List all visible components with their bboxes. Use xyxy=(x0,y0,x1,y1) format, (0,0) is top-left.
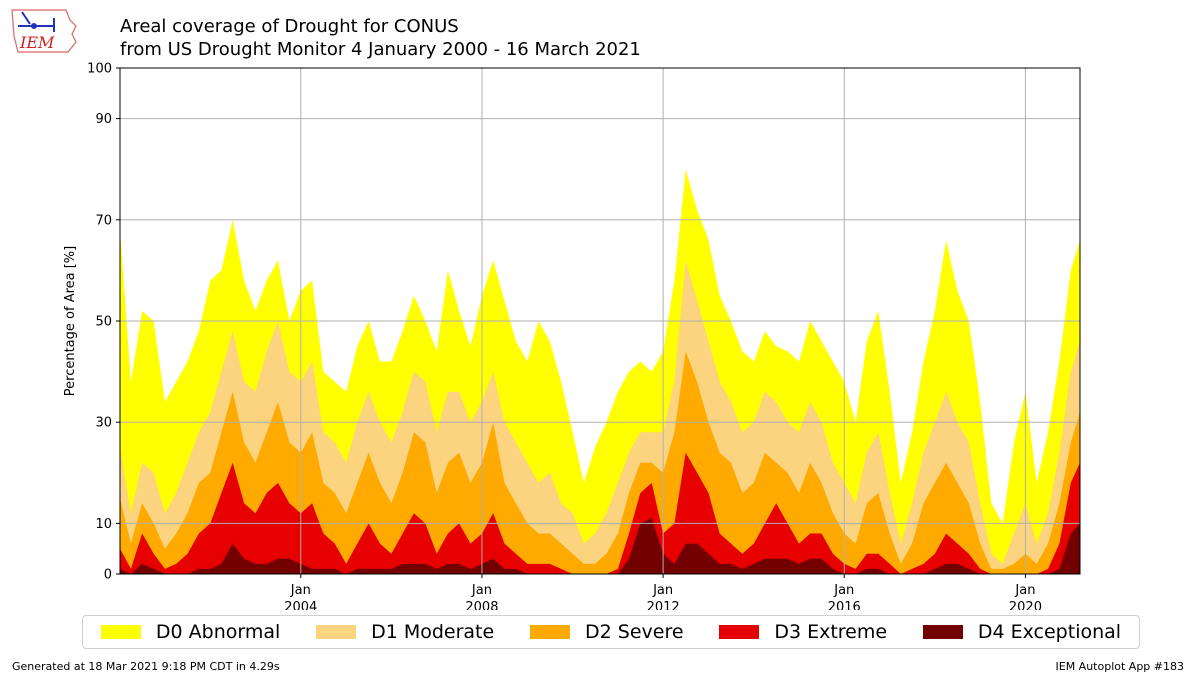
y-tick-label: 100 xyxy=(87,62,112,77)
y-tick-label: 50 xyxy=(95,315,112,330)
legend: D0 Abnormal D1 Moderate D2 Severe D3 Extrem… xyxy=(82,615,1140,649)
x-tick-month: Jan xyxy=(1014,583,1035,598)
legend-item: D3 Extreme xyxy=(719,621,887,643)
x-tick-year: 2004 xyxy=(284,600,317,610)
chart-title: Areal coverage of Drought for CONUS xyxy=(120,16,459,37)
legend-swatch xyxy=(719,625,760,639)
x-tick-year: 2008 xyxy=(465,600,498,610)
legend-swatch xyxy=(100,625,141,639)
x-tick-year: 2016 xyxy=(828,600,861,610)
legend-label: D2 Severe xyxy=(585,621,684,643)
drought-area-chart: 0 10 30 50 70 90 100 Jan 2004 Jan 2008 Jan 2012 Jan 2… xyxy=(63,62,1081,610)
legend-swatch xyxy=(922,625,963,639)
logo-text: IEM xyxy=(19,33,55,52)
y-tick-label: 90 xyxy=(95,112,112,127)
legend-swatch xyxy=(530,625,570,639)
legend-label: D0 Abnormal xyxy=(155,621,281,643)
x-tick-month: Jan xyxy=(833,583,854,598)
legend-item: D2 Severe xyxy=(530,621,684,643)
series-area-d4 xyxy=(120,518,1080,574)
series-area-d2 xyxy=(120,351,1080,574)
x-tick-month: Jan xyxy=(652,583,673,598)
y-axis: 0 10 30 50 70 90 100 xyxy=(87,62,120,583)
series-layer xyxy=(120,169,1080,574)
y-tick-label: 0 xyxy=(104,568,112,583)
legend-item: D0 Abnormal xyxy=(100,621,281,643)
series-area-d3 xyxy=(120,452,1080,574)
x-tick-month: Jan xyxy=(290,583,311,598)
y-tick-label: 10 xyxy=(95,517,112,532)
app-footer: IEM Autoplot App #183 xyxy=(1055,660,1185,673)
legend-label: D1 Moderate xyxy=(371,621,495,643)
legend-item: D4 Exceptional xyxy=(922,621,1122,643)
y-axis-label: Percentage of Area [%] xyxy=(63,246,78,396)
legend-label: D4 Exceptional xyxy=(977,621,1122,643)
iem-logo-icon: IEM xyxy=(11,9,77,53)
x-tick-month: Jan xyxy=(471,583,492,598)
y-tick-label: 30 xyxy=(95,416,112,431)
legend-swatch xyxy=(316,625,357,639)
y-tick-label: 70 xyxy=(95,213,112,228)
legend-label: D3 Extreme xyxy=(774,621,888,643)
generated-footer: Generated at 18 Mar 2021 9:18 PM CDT in … xyxy=(12,660,280,673)
x-tick-year: 2012 xyxy=(647,600,680,610)
chart-subtitle: from US Drought Monitor 4 January 2000 -… xyxy=(120,39,641,60)
legend-item: D1 Moderate xyxy=(316,621,494,643)
x-tick-year: 2020 xyxy=(1009,600,1042,610)
x-axis: Jan 2004 Jan 2008 Jan 2012 Jan 2016 Jan 2020 xyxy=(284,574,1042,610)
